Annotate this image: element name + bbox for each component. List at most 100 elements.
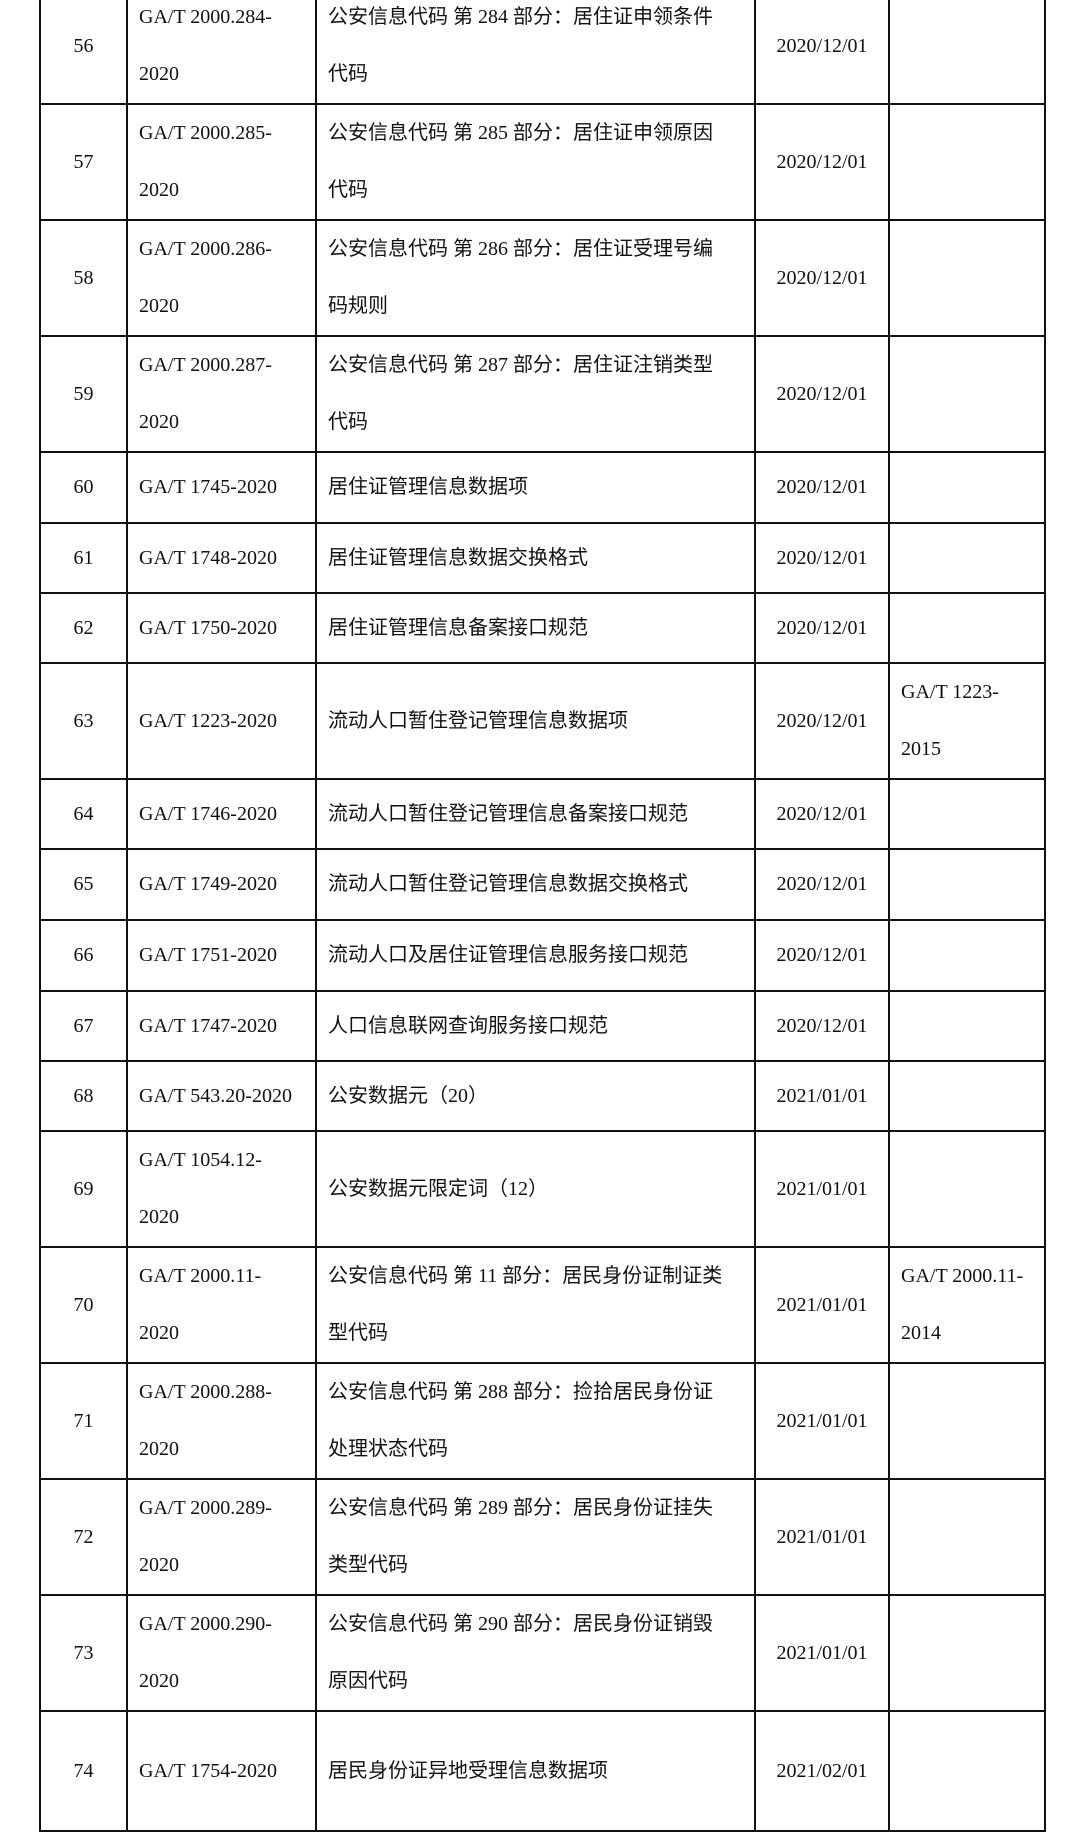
standard-code: 2020: [139, 179, 179, 201]
standard-code: 2020: [139, 1322, 179, 1344]
table-row: 68 GA/T 543.20-2020 公安数据元（20） 2021/01/01: [39, 1060, 1046, 1132]
standard-code-cell: GA/T 1748-2020: [126, 522, 317, 594]
standard-code: GA/T 1746-2020: [139, 802, 277, 825]
standard-code: GA/T 2000.11-: [139, 1265, 262, 1287]
replaced-standard-cell: [888, 778, 1046, 850]
row-number-cell: 56: [39, 0, 128, 105]
row-number-cell: 60: [39, 451, 128, 524]
table-row: 62 GA/T 1750-2020 居住证管理信息备案接口规范 2020/12/01: [39, 592, 1046, 664]
row-number-cell: 67: [39, 990, 128, 1062]
standard-code: GA/T 2000.286-: [139, 238, 272, 260]
standard-title-cell: 流动人口及居住证管理信息服务接口规范: [315, 919, 756, 992]
standard-title: 型代码: [328, 1322, 388, 1344]
standard-code-cell: GA/T 2000.287- 2020: [126, 335, 317, 453]
standard-title-cell: 公安信息代码 第 289 部分：居民身份证挂失 类型代码: [315, 1478, 756, 1596]
standard-title: 公安信息代码 第 287 部分：居住证注销类型: [328, 354, 713, 376]
replaced-standard: GA/T 1223-: [901, 681, 999, 703]
effective-date: 2020/12/01: [776, 546, 868, 569]
row-number-cell: 65: [39, 848, 128, 921]
effective-date-cell: 2020/12/01: [754, 522, 890, 594]
replaced-standard-cell: [888, 219, 1046, 337]
standard-title: 类型代码: [328, 1554, 408, 1576]
effective-date: 2020/12/01: [776, 802, 868, 825]
row-number: 60: [73, 476, 94, 498]
standards-table: 56 GA/T 2000.284- 2020 公安信息代码 第 284 部分：居住证申…: [39, 0, 1046, 1832]
standard-code: GA/T 1751-2020: [139, 944, 277, 966]
standard-title: 公安信息代码 第 288 部分：捡拾居民身份证: [328, 1381, 713, 1403]
table-row: 57 GA/T 2000.285- 2020 公安信息代码 第 285 部分：居住证申…: [39, 103, 1046, 221]
effective-date-cell: 2021/01/01: [754, 1246, 890, 1364]
standard-title-cell: 流动人口暂住登记管理信息备案接口规范: [315, 778, 756, 850]
standard-code: 2020: [139, 411, 179, 433]
replaced-standard-cell: [888, 1594, 1046, 1712]
replaced-standard-cell: [888, 919, 1046, 992]
table-row: 71 GA/T 2000.288- 2020 公安信息代码 第 288 部分：捡拾居民…: [39, 1362, 1046, 1480]
effective-date-cell: 2021/01/01: [754, 1130, 890, 1248]
standard-code-cell: GA/T 1746-2020: [126, 778, 317, 850]
standard-code: GA/T 2000.289-: [139, 1497, 272, 1519]
standard-code-cell: GA/T 1754-2020: [126, 1710, 317, 1832]
standard-code: 2020: [139, 1438, 179, 1460]
standard-title-cell: 公安信息代码 第 286 部分：居住证受理号编 码规则: [315, 219, 756, 337]
row-number: 62: [73, 616, 94, 639]
standard-code: GA/T 1750-2020: [139, 616, 277, 639]
standard-title: 公安信息代码 第 285 部分：居住证申领原因: [328, 122, 713, 144]
effective-date-cell: 2020/12/01: [754, 990, 890, 1062]
effective-date-cell: 2020/12/01: [754, 662, 890, 780]
table-row: 64 GA/T 1746-2020 流动人口暂住登记管理信息备案接口规范 2020/1…: [39, 778, 1046, 850]
row-number-cell: 68: [39, 1060, 128, 1132]
effective-date: 2020/12/01: [776, 476, 868, 498]
standard-code: GA/T 543.20-2020: [139, 1084, 292, 1107]
effective-date: 2021/01/01: [776, 1409, 868, 1432]
row-number: 67: [73, 1014, 94, 1037]
standard-code: GA/T 2000.285-: [139, 122, 272, 144]
standard-code: 2020: [139, 1554, 179, 1576]
standard-title-cell: 居住证管理信息数据项: [315, 451, 756, 524]
row-number-cell: 66: [39, 919, 128, 992]
table-row: 56 GA/T 2000.284- 2020 公安信息代码 第 284 部分：居住证申…: [39, 0, 1046, 105]
standard-code: GA/T 1754-2020: [139, 1759, 277, 1782]
row-number-cell: 64: [39, 778, 128, 850]
standard-title: 公安数据元限定词（12）: [328, 1177, 548, 1200]
row-number: 61: [73, 546, 94, 569]
effective-date: 2020/12/01: [776, 873, 868, 895]
standard-title-cell: 居住证管理信息数据交换格式: [315, 522, 756, 594]
effective-date-cell: 2020/12/01: [754, 778, 890, 850]
standard-title: 流动人口暂住登记管理信息数据项: [328, 709, 628, 732]
standard-title: 居住证管理信息数据交换格式: [328, 546, 588, 569]
row-number: 71: [73, 1409, 94, 1432]
replaced-standard-cell: [888, 1710, 1046, 1832]
row-number: 70: [73, 1293, 94, 1316]
table-row: 66 GA/T 1751-2020 流动人口及居住证管理信息服务接口规范 2020/1…: [39, 919, 1046, 992]
standard-code-cell: GA/T 2000.289- 2020: [126, 1478, 317, 1596]
table-row: 65 GA/T 1749-2020 流动人口暂住登记管理信息数据交换格式 2020/1…: [39, 848, 1046, 921]
standard-code: 2020: [139, 1670, 179, 1692]
replaced-standard-cell: [888, 990, 1046, 1062]
effective-date-cell: 2021/01/01: [754, 1060, 890, 1132]
standard-code-cell: GA/T 2000.11- 2020: [126, 1246, 317, 1364]
standard-title-cell: 公安信息代码 第 285 部分：居住证申领原因 代码: [315, 103, 756, 221]
replaced-standard-cell: [888, 848, 1046, 921]
standard-title: 公安信息代码 第 290 部分：居民身份证销毁: [328, 1613, 713, 1635]
effective-date: 2020/12/01: [776, 709, 868, 732]
row-number: 63: [73, 709, 94, 732]
table-row: 67 GA/T 1747-2020 人口信息联网查询服务接口规范 2020/12/01: [39, 990, 1046, 1062]
effective-date: 2021/01/01: [776, 1177, 868, 1200]
standard-code-cell: GA/T 2000.290- 2020: [126, 1594, 317, 1712]
standard-code: 2020: [139, 1206, 179, 1228]
standard-code-cell: GA/T 1054.12- 2020: [126, 1130, 317, 1248]
row-number: 64: [73, 802, 94, 825]
row-number: 74: [73, 1759, 94, 1782]
standard-title: 居民身份证异地受理信息数据项: [328, 1759, 608, 1782]
standard-code-cell: GA/T 1751-2020: [126, 919, 317, 992]
effective-date: 2020/12/01: [776, 266, 868, 289]
table-row: 61 GA/T 1748-2020 居住证管理信息数据交换格式 2020/12/01: [39, 522, 1046, 594]
standard-code-cell: GA/T 543.20-2020: [126, 1060, 317, 1132]
effective-date: 2021/02/01: [776, 1759, 868, 1782]
standard-code-cell: GA/T 2000.285- 2020: [126, 103, 317, 221]
standard-title: 公安数据元（20）: [328, 1084, 488, 1107]
row-number-cell: 57: [39, 103, 128, 221]
effective-date-cell: 2020/12/01: [754, 0, 890, 105]
table-row: 58 GA/T 2000.286- 2020 公安信息代码 第 286 部分：居住证受…: [39, 219, 1046, 337]
replaced-standard-cell: [888, 522, 1046, 594]
